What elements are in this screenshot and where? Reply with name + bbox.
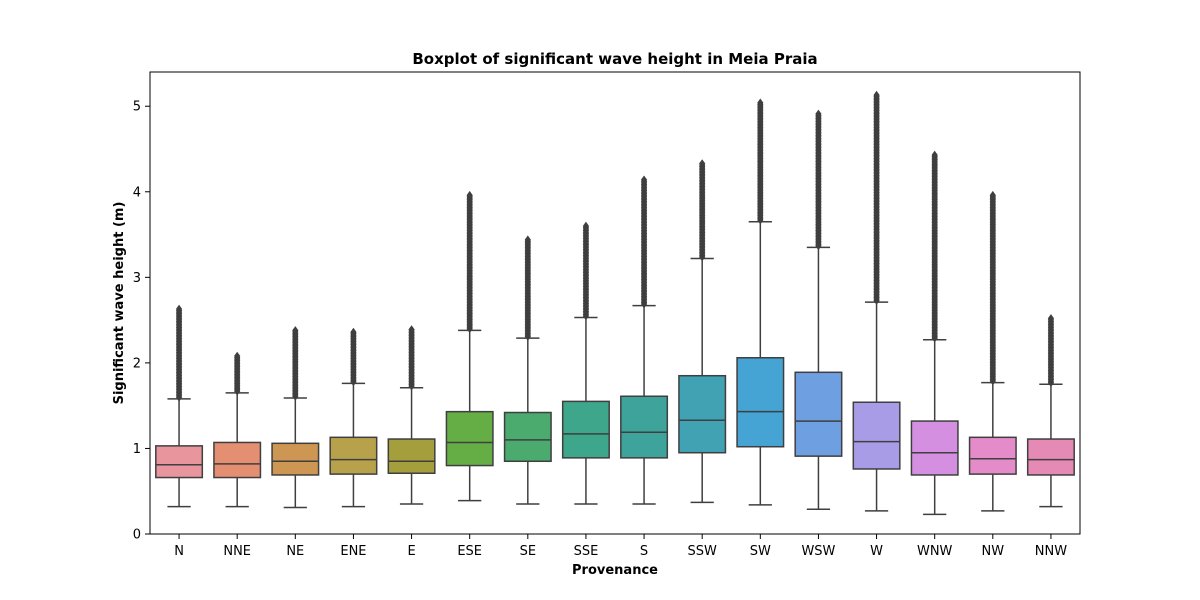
outlier-point xyxy=(815,109,822,119)
outlier-point xyxy=(408,325,415,334)
y-axis-label: Significant wave height (m) xyxy=(112,202,127,405)
outlier-point xyxy=(234,351,241,361)
box-group-ssw xyxy=(678,159,727,504)
box-group-ne xyxy=(271,326,320,509)
box-group-wnw xyxy=(910,150,959,516)
box-iqr xyxy=(678,374,727,454)
box-iqr xyxy=(794,371,843,457)
outlier-point xyxy=(524,235,531,245)
outlier-point xyxy=(640,175,648,185)
box-group-e xyxy=(387,325,436,505)
box-iqr xyxy=(852,401,901,470)
box-group-nnw xyxy=(1026,314,1075,508)
box-iqr xyxy=(503,411,552,463)
outlier-point xyxy=(757,98,764,108)
outlier-point xyxy=(292,326,299,335)
box-group-s xyxy=(620,175,669,505)
outlier-point xyxy=(931,150,938,160)
outlier-point xyxy=(582,221,590,231)
x-tick-label: SW xyxy=(750,544,771,559)
box-iqr xyxy=(561,400,610,459)
chart-title: Boxplot of significant wave height in Me… xyxy=(412,50,817,68)
outlier-point xyxy=(466,190,473,200)
x-tick-label: NNW xyxy=(1035,544,1067,559)
box-group-n xyxy=(155,304,204,508)
outlier-point xyxy=(350,327,357,337)
x-tick-label: SSW xyxy=(688,544,718,559)
outlier-point xyxy=(989,190,996,200)
box-iqr xyxy=(620,395,669,459)
y-tick-label: 4 xyxy=(133,185,141,200)
box-group-nne xyxy=(213,351,262,508)
x-tick-label: S xyxy=(640,544,648,559)
box-iqr xyxy=(155,445,204,479)
outlier-point xyxy=(873,90,880,100)
box-group-wsw xyxy=(794,109,843,510)
box-iqr xyxy=(329,436,378,475)
box-group-ene xyxy=(329,327,378,508)
x-tick-label: WNW xyxy=(917,544,953,559)
outlier-point xyxy=(1047,314,1055,323)
x-tick-label: NE xyxy=(286,544,304,559)
x-tick-label: N xyxy=(174,544,184,559)
box-group-se xyxy=(503,235,552,505)
y-tick-label: 5 xyxy=(133,100,141,115)
outlier-point xyxy=(699,159,706,168)
x-tick-label: ESE xyxy=(457,544,482,559)
outlier-point xyxy=(175,304,183,314)
y-tick-label: 3 xyxy=(133,271,141,286)
x-axis-label: Provenance xyxy=(572,563,658,578)
box-iqr xyxy=(445,410,494,467)
x-tick-label: ENE xyxy=(340,544,366,559)
x-tick-label: SSE xyxy=(574,544,599,559)
x-tick-label: W xyxy=(870,544,883,559)
box-iqr xyxy=(910,420,959,476)
x-tick-label: WSW xyxy=(801,544,835,559)
box-iqr xyxy=(271,442,320,476)
y-tick-label: 2 xyxy=(133,356,141,371)
box-group-sse xyxy=(561,221,610,505)
box-group-ese xyxy=(445,190,494,502)
y-tick-label: 0 xyxy=(133,528,141,543)
box-group-w xyxy=(852,90,901,512)
box-iqr xyxy=(1026,438,1075,476)
x-tick-label: NW xyxy=(982,544,1005,559)
axes-frame xyxy=(149,71,1081,535)
box-iqr xyxy=(736,357,785,448)
x-tick-label: E xyxy=(407,544,415,559)
box-group-sw xyxy=(736,98,785,506)
box-iqr xyxy=(387,438,436,475)
box-iqr xyxy=(968,436,1017,475)
y-tick-label: 1 xyxy=(133,442,141,457)
box-iqr xyxy=(213,441,262,479)
plot-area: 0 1 2 3 4 5 N NNE NE ENE E ESE SE SSE S SSW SW WSW W WNW NW N… xyxy=(133,90,1075,559)
x-tick-label: SE xyxy=(520,544,536,559)
x-tick-label: NNE xyxy=(223,544,251,559)
box-group-nw xyxy=(968,190,1017,512)
